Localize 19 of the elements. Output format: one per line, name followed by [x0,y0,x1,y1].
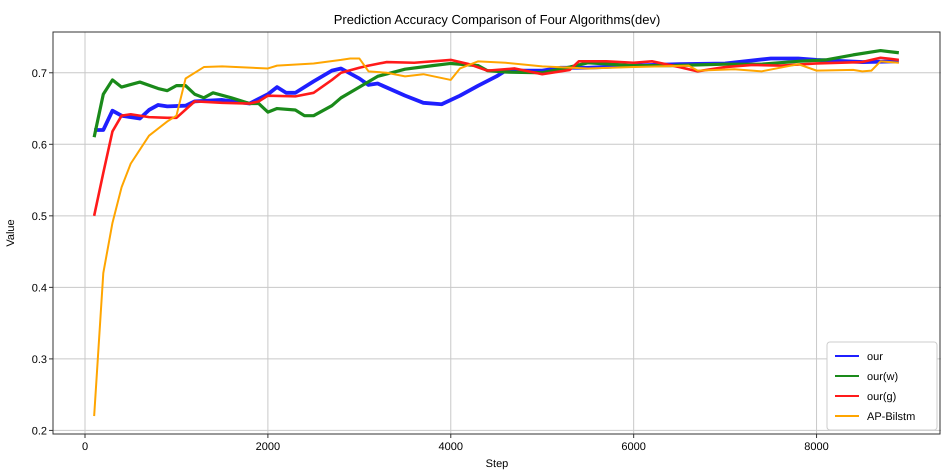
line-series [92,56,900,218]
legend-label: our(g) [867,391,896,403]
y-tick-label: 0.2 [32,425,47,438]
x-tick-label: 0 [82,441,88,453]
x-tick-label: 4000 [438,441,464,453]
x-tick-label: 2000 [256,441,280,453]
legend-label: AP-Bilstm [867,411,916,423]
x-axis-title: Step [486,458,508,470]
x-tick-label: 8000 [804,441,829,453]
chart-title: Prediction Accuracy Comparison of Four Algorithms(dev) [334,12,660,27]
y-tick-label: 0.7 [32,68,47,80]
legend-label: our(w) [867,371,898,383]
y-tick-label: 0.5 [32,210,47,223]
y-axis-title: Value [5,219,17,247]
y-tick-label: 0.3 [32,354,47,366]
x-tick-label: 6000 [621,441,646,453]
y-tick-label: 0.4 [32,282,47,294]
legend-label: our [867,351,884,363]
y-tick-label: 0.6 [32,139,47,152]
